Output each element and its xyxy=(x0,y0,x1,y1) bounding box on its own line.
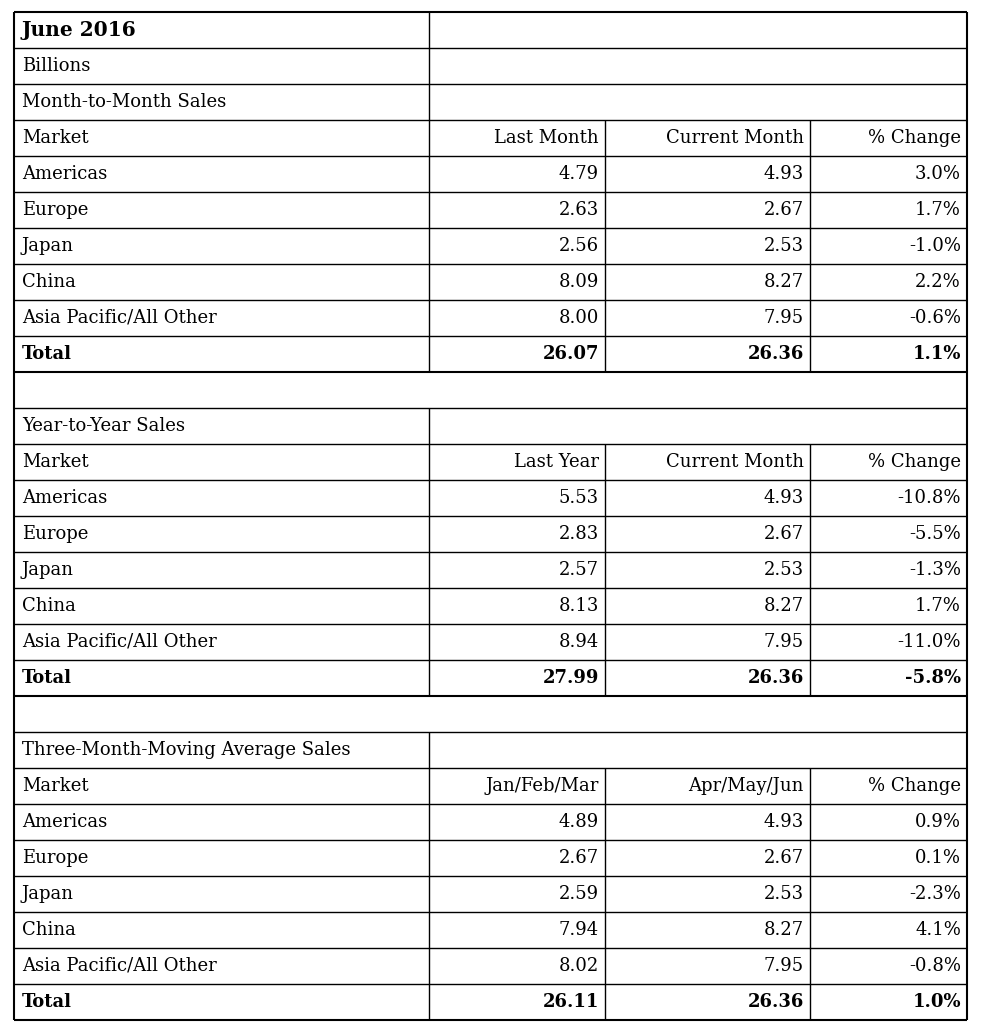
Text: -5.5%: -5.5% xyxy=(909,525,961,543)
Text: -10.8%: -10.8% xyxy=(898,489,961,507)
Text: 8.94: 8.94 xyxy=(558,633,598,651)
Text: 1.7%: 1.7% xyxy=(915,201,961,219)
Text: Americas: Americas xyxy=(22,813,107,831)
Text: 8.27: 8.27 xyxy=(763,597,803,615)
Text: 0.1%: 0.1% xyxy=(915,849,961,867)
Text: 2.2%: 2.2% xyxy=(915,273,961,291)
Text: Apr/May/Jun: Apr/May/Jun xyxy=(689,777,803,795)
Text: Market: Market xyxy=(22,777,88,795)
Text: Europe: Europe xyxy=(22,201,88,219)
Text: 2.53: 2.53 xyxy=(763,885,803,903)
Text: 26.11: 26.11 xyxy=(542,993,598,1011)
Text: 2.67: 2.67 xyxy=(763,201,803,219)
Text: Japan: Japan xyxy=(22,561,74,579)
Text: Total: Total xyxy=(22,345,72,362)
Text: 1.1%: 1.1% xyxy=(912,345,961,362)
Text: 2.67: 2.67 xyxy=(763,849,803,867)
Text: Americas: Americas xyxy=(22,165,107,183)
Text: Europe: Europe xyxy=(22,849,88,867)
Text: Jan/Feb/Mar: Jan/Feb/Mar xyxy=(486,777,598,795)
Text: 4.89: 4.89 xyxy=(558,813,598,831)
Text: 1.7%: 1.7% xyxy=(915,597,961,615)
Text: -0.8%: -0.8% xyxy=(909,957,961,975)
Text: 26.36: 26.36 xyxy=(748,669,803,687)
Text: 8.13: 8.13 xyxy=(558,597,598,615)
Text: 7.95: 7.95 xyxy=(763,633,803,651)
Text: Total: Total xyxy=(22,669,72,687)
Text: 3.0%: 3.0% xyxy=(915,165,961,183)
Text: -0.6%: -0.6% xyxy=(909,309,961,327)
Text: 5.53: 5.53 xyxy=(559,489,598,507)
Text: -5.8%: -5.8% xyxy=(904,669,961,687)
Text: Asia Pacific/All Other: Asia Pacific/All Other xyxy=(22,309,217,327)
Text: 0.9%: 0.9% xyxy=(915,813,961,831)
Text: 4.93: 4.93 xyxy=(763,489,803,507)
Text: Last Month: Last Month xyxy=(494,129,598,147)
Text: Market: Market xyxy=(22,129,88,147)
Text: 8.00: 8.00 xyxy=(558,309,598,327)
Text: Current Month: Current Month xyxy=(666,129,803,147)
Text: 2.57: 2.57 xyxy=(559,561,598,579)
Text: 8.27: 8.27 xyxy=(763,921,803,939)
Text: Billions: Billions xyxy=(22,57,90,75)
Text: 2.53: 2.53 xyxy=(763,237,803,255)
Text: 4.93: 4.93 xyxy=(763,813,803,831)
Text: Current Month: Current Month xyxy=(666,453,803,471)
Text: 2.53: 2.53 xyxy=(763,561,803,579)
Text: 8.02: 8.02 xyxy=(558,957,598,975)
Text: 8.27: 8.27 xyxy=(763,273,803,291)
Text: 2.56: 2.56 xyxy=(559,237,598,255)
Text: 4.93: 4.93 xyxy=(763,165,803,183)
Text: June 2016: June 2016 xyxy=(22,20,136,40)
Text: -11.0%: -11.0% xyxy=(898,633,961,651)
Text: Last Year: Last Year xyxy=(514,453,598,471)
Text: Total: Total xyxy=(22,993,72,1011)
Text: Year-to-Year Sales: Year-to-Year Sales xyxy=(22,417,185,435)
Text: Three-Month-Moving Average Sales: Three-Month-Moving Average Sales xyxy=(22,741,350,759)
Text: Asia Pacific/All Other: Asia Pacific/All Other xyxy=(22,633,217,651)
Text: 26.36: 26.36 xyxy=(748,345,803,362)
Text: 2.59: 2.59 xyxy=(559,885,598,903)
Text: Europe: Europe xyxy=(22,525,88,543)
Text: 7.94: 7.94 xyxy=(559,921,598,939)
Text: 7.95: 7.95 xyxy=(763,309,803,327)
Text: % Change: % Change xyxy=(868,129,961,147)
Text: 1.0%: 1.0% xyxy=(912,993,961,1011)
Text: -1.3%: -1.3% xyxy=(909,561,961,579)
Text: China: China xyxy=(22,273,76,291)
Text: China: China xyxy=(22,921,76,939)
Text: 2.67: 2.67 xyxy=(559,849,598,867)
Text: -1.0%: -1.0% xyxy=(909,237,961,255)
Text: 26.07: 26.07 xyxy=(542,345,598,362)
Text: 2.67: 2.67 xyxy=(763,525,803,543)
Text: Month-to-Month Sales: Month-to-Month Sales xyxy=(22,93,227,111)
Text: 27.99: 27.99 xyxy=(542,669,598,687)
Text: China: China xyxy=(22,597,76,615)
Text: Americas: Americas xyxy=(22,489,107,507)
Text: 2.83: 2.83 xyxy=(558,525,598,543)
Text: Asia Pacific/All Other: Asia Pacific/All Other xyxy=(22,957,217,975)
Text: Japan: Japan xyxy=(22,237,74,255)
Text: % Change: % Change xyxy=(868,453,961,471)
Text: 4.1%: 4.1% xyxy=(915,921,961,939)
Text: 2.63: 2.63 xyxy=(558,201,598,219)
Text: 8.09: 8.09 xyxy=(558,273,598,291)
Text: Japan: Japan xyxy=(22,885,74,903)
Text: 26.36: 26.36 xyxy=(748,993,803,1011)
Text: Market: Market xyxy=(22,453,88,471)
Text: 4.79: 4.79 xyxy=(559,165,598,183)
Text: -2.3%: -2.3% xyxy=(909,885,961,903)
Text: % Change: % Change xyxy=(868,777,961,795)
Text: 7.95: 7.95 xyxy=(763,957,803,975)
